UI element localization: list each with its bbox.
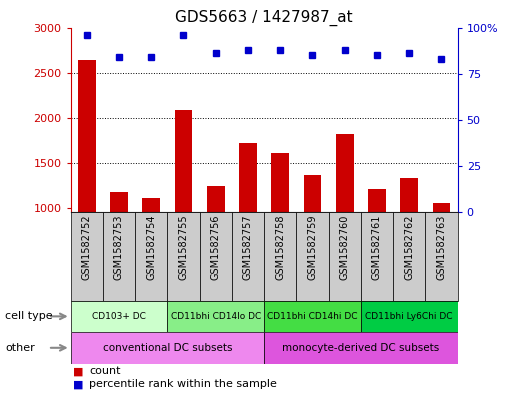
Bar bbox=[336, 134, 354, 212]
Text: GSM1582760: GSM1582760 bbox=[340, 215, 350, 280]
Text: other: other bbox=[5, 343, 35, 353]
Text: GSM1582753: GSM1582753 bbox=[114, 215, 124, 280]
Bar bbox=[142, 198, 160, 212]
Bar bbox=[200, 212, 232, 301]
Text: monocyte-derived DC subsets: monocyte-derived DC subsets bbox=[282, 343, 439, 353]
Text: conventional DC subsets: conventional DC subsets bbox=[103, 343, 232, 353]
Bar bbox=[167, 301, 264, 332]
Text: CD11bhi CD14hi DC: CD11bhi CD14hi DC bbox=[267, 312, 358, 321]
Bar bbox=[271, 153, 289, 212]
Bar bbox=[264, 332, 458, 364]
Bar bbox=[71, 301, 167, 332]
Bar bbox=[433, 203, 450, 212]
Text: GSM1582756: GSM1582756 bbox=[211, 215, 221, 280]
Bar bbox=[361, 301, 458, 332]
Bar bbox=[425, 212, 458, 301]
Bar bbox=[304, 175, 321, 212]
Bar bbox=[328, 212, 361, 301]
Bar bbox=[393, 212, 425, 301]
Text: percentile rank within the sample: percentile rank within the sample bbox=[89, 379, 277, 389]
Bar bbox=[368, 189, 386, 212]
Bar bbox=[264, 301, 361, 332]
Text: GSM1582755: GSM1582755 bbox=[178, 215, 188, 281]
Bar bbox=[110, 193, 128, 212]
Bar bbox=[361, 212, 393, 301]
Text: GSM1582752: GSM1582752 bbox=[82, 215, 92, 281]
Text: CD11bhi Ly6Chi DC: CD11bhi Ly6Chi DC bbox=[366, 312, 453, 321]
Title: GDS5663 / 1427987_at: GDS5663 / 1427987_at bbox=[175, 10, 353, 26]
Bar bbox=[239, 143, 257, 212]
Bar bbox=[135, 212, 167, 301]
Text: GSM1582757: GSM1582757 bbox=[243, 215, 253, 281]
Text: count: count bbox=[89, 366, 120, 376]
Bar bbox=[297, 212, 328, 301]
Text: GSM1582763: GSM1582763 bbox=[437, 215, 447, 280]
Bar bbox=[71, 212, 103, 301]
Text: ■: ■ bbox=[73, 366, 84, 376]
Text: ■: ■ bbox=[73, 379, 84, 389]
Bar bbox=[103, 212, 135, 301]
Bar bbox=[78, 60, 96, 212]
Text: CD103+ DC: CD103+ DC bbox=[92, 312, 146, 321]
Bar bbox=[401, 178, 418, 212]
Text: GSM1582759: GSM1582759 bbox=[308, 215, 317, 280]
Text: GSM1582761: GSM1582761 bbox=[372, 215, 382, 280]
Bar bbox=[175, 110, 192, 212]
Bar bbox=[232, 212, 264, 301]
Text: GSM1582758: GSM1582758 bbox=[275, 215, 285, 280]
Bar bbox=[207, 186, 224, 212]
Bar bbox=[71, 332, 264, 364]
Text: GSM1582762: GSM1582762 bbox=[404, 215, 414, 280]
Bar bbox=[264, 212, 297, 301]
Text: CD11bhi CD14lo DC: CD11bhi CD14lo DC bbox=[170, 312, 261, 321]
Text: GSM1582754: GSM1582754 bbox=[146, 215, 156, 280]
Text: cell type: cell type bbox=[5, 311, 53, 321]
Bar bbox=[167, 212, 200, 301]
